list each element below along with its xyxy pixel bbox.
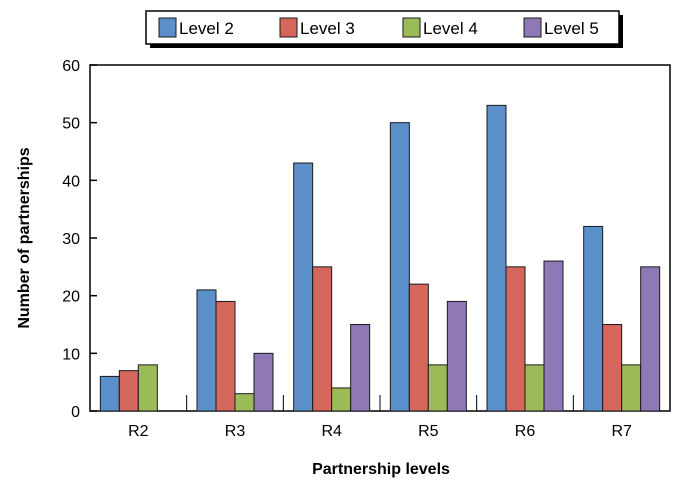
y-tick-label: 60 [62, 58, 80, 75]
bar-level-4-r2 [137, 364, 158, 412]
bar-level-3-r4 [312, 266, 333, 412]
x-tick-label: R6 [515, 423, 536, 440]
bar-level-2-r5 [389, 122, 410, 412]
bar-level-5-r5 [446, 300, 467, 412]
x-axis: R2 R3 R4 R5 R6 R7 [128, 395, 632, 440]
bar-level-4-r7 [621, 364, 642, 412]
y-tick-label: 20 [62, 289, 80, 306]
legend-swatch [402, 17, 421, 38]
x-tick-label: R3 [225, 423, 246, 440]
legend-label: Level 4 [423, 19, 478, 38]
bar-level-3-r2 [118, 370, 139, 412]
y-axis-title: Number of partnerships [16, 147, 33, 328]
y-tick-label: 50 [62, 116, 80, 133]
bar-level-2-r7 [583, 225, 604, 412]
y-tick-label: 40 [62, 173, 80, 190]
y-axis: 0 10 20 30 40 50 60 [62, 58, 97, 421]
bar-level-4-r5 [427, 364, 448, 412]
bar-level-5-r3 [253, 352, 274, 412]
bar-level-5-r7 [640, 266, 661, 412]
bar-level-4-r6 [524, 364, 545, 412]
legend-label: Level 5 [544, 19, 599, 38]
bar-level-5-r6 [543, 260, 564, 412]
bar-level-2-r3 [196, 289, 217, 412]
bar-level-3-r5 [408, 283, 429, 412]
bar-level-5-r4 [350, 324, 371, 412]
x-axis-title: Partnership levels [312, 461, 450, 478]
legend: Level 2 Level 3 Level 4 Level 5 [145, 10, 623, 48]
bar-level-3-r6 [505, 266, 526, 412]
bar-level-2-r6 [486, 104, 507, 412]
bar-level-2-r2 [99, 375, 120, 412]
y-tick-label: 0 [71, 404, 80, 421]
legend-swatch [523, 17, 542, 38]
bar-level-4-r3 [234, 393, 255, 412]
legend-swatch [158, 17, 177, 38]
bar-level-2-r4 [293, 162, 314, 412]
legend-swatch [279, 17, 298, 38]
x-tick-label: R2 [128, 423, 149, 440]
legend-label: Level 2 [179, 19, 234, 38]
bars [99, 104, 661, 412]
x-tick-label: R4 [321, 423, 342, 440]
legend-label: Level 3 [300, 19, 355, 38]
x-tick-label: R5 [418, 423, 439, 440]
plot-area [89, 64, 671, 412]
x-tick-label: R7 [611, 423, 632, 440]
y-tick-label: 10 [62, 346, 80, 363]
bar-level-3-r7 [602, 324, 623, 412]
y-tick-label: 30 [62, 231, 80, 248]
bar-level-4-r4 [331, 387, 352, 412]
bar-level-3-r3 [215, 300, 236, 412]
